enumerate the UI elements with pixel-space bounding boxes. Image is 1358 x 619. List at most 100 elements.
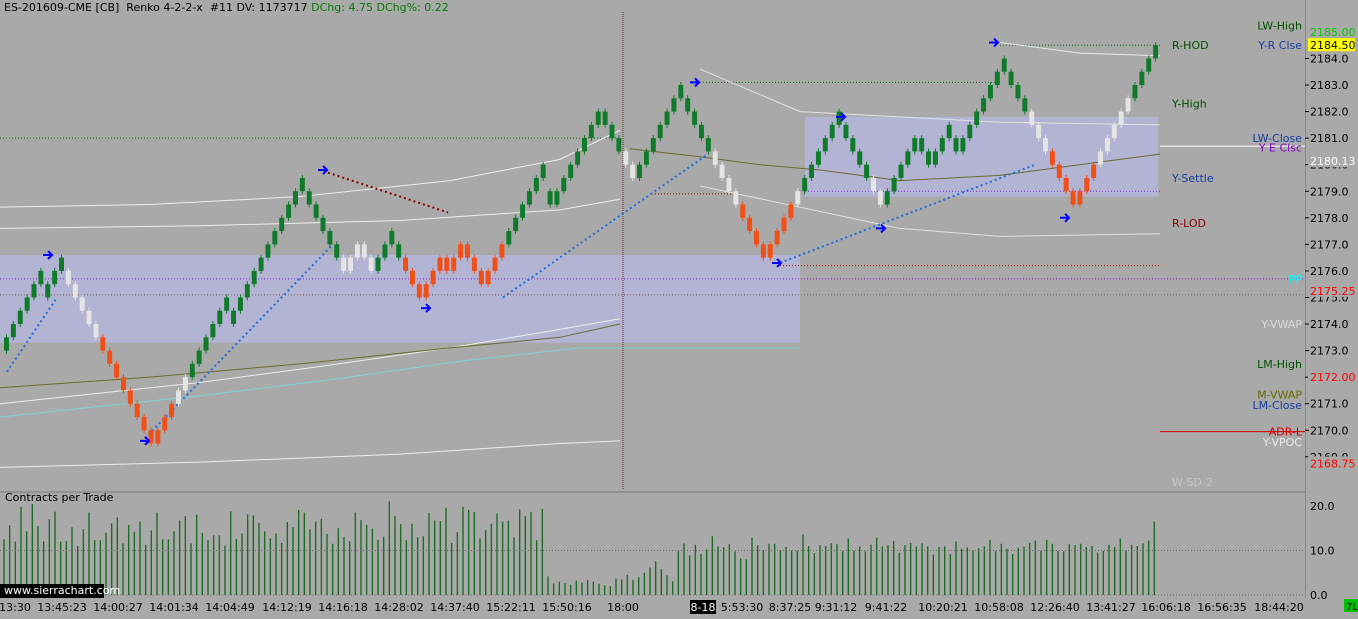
renko-brick <box>1118 111 1124 125</box>
volume-tick-label: 20.0 <box>1310 500 1335 513</box>
renko-brick <box>919 138 925 152</box>
renko-brick <box>430 270 436 285</box>
price-axis-layer: 2184.02183.02182.02181.02180.02179.02178… <box>1305 24 1358 613</box>
renko-brick <box>114 363 120 378</box>
dv-label: DV: <box>236 1 256 14</box>
renko-brick <box>368 257 374 271</box>
renko-brick <box>348 257 354 271</box>
renko-brick <box>52 270 58 285</box>
renko-brick <box>134 403 140 417</box>
renko-brick <box>45 284 51 298</box>
trendline <box>779 163 1036 264</box>
renko-brick <box>244 284 250 298</box>
time-label: 10:20:21 <box>918 601 967 614</box>
time-label: 15:22:11 <box>486 601 535 614</box>
renko-brick <box>974 111 980 125</box>
time-label: 9:41:22 <box>865 601 907 614</box>
renko-brick <box>692 111 698 125</box>
pivot-arrow <box>43 250 54 260</box>
renko-brick <box>616 138 622 152</box>
renko-brick <box>423 284 429 298</box>
renko-brick <box>774 231 780 245</box>
renko-brick <box>148 430 154 444</box>
time-label: 14:12:19 <box>262 601 311 614</box>
time-label: 10:58:08 <box>974 601 1023 614</box>
renko-brick <box>994 71 1000 86</box>
price-tick-label: 2174.0 <box>1310 318 1349 331</box>
renko-brick <box>623 151 629 165</box>
renko-brick <box>533 177 539 192</box>
renko-brick <box>526 191 532 205</box>
level-label: Y-R Clse <box>1257 39 1302 52</box>
time-label: 5:53:30 <box>721 601 763 614</box>
indicator-lines-layer <box>0 12 1305 490</box>
renko-brick <box>540 164 546 178</box>
volume-tick-label: 0.0 <box>1310 589 1328 602</box>
renko-brick <box>829 124 835 139</box>
renko-brick <box>169 403 175 417</box>
time-label: 18:00 <box>607 601 639 614</box>
renko-brick <box>31 284 37 298</box>
renko-brick <box>767 244 773 258</box>
renko-brick <box>905 151 911 165</box>
renko-brick <box>1132 85 1138 99</box>
dchg-label: DChg: 4.75 <box>311 1 373 14</box>
renko-brick <box>912 138 918 152</box>
band-line <box>999 42 1161 57</box>
price-tick-label: 2171.0 <box>1310 398 1349 411</box>
price-tick-label: 2179.0 <box>1310 185 1349 198</box>
renko-brick <box>946 124 952 139</box>
band-line <box>0 318 621 405</box>
time-label: 15:50:16 <box>542 601 591 614</box>
renko-brick <box>162 416 168 431</box>
vwap-line <box>0 347 800 418</box>
renko-brick <box>272 231 278 245</box>
time-label: 13:45:23 <box>37 601 86 614</box>
time-label: 14:04:49 <box>205 601 254 614</box>
pivot-arrow <box>876 223 887 234</box>
renko-brick <box>416 284 422 298</box>
level-label: Y E Clsc <box>1258 141 1302 154</box>
renko-brick <box>857 151 863 165</box>
renko-brick <box>409 270 415 285</box>
time-label: 16:06:18 <box>1141 601 1190 614</box>
renko-brick <box>595 111 601 125</box>
pivot-arrow <box>836 112 847 122</box>
renko-brick <box>327 231 333 245</box>
dv-value: 1173717 <box>258 1 308 14</box>
pivot-arrow <box>772 258 783 268</box>
chart-number-label: #11 <box>209 1 234 14</box>
renko-brick <box>182 377 188 391</box>
level-label: Y-VWAP <box>1260 318 1302 331</box>
price-tick-label: 2170.0 <box>1310 424 1349 437</box>
time-axis-background <box>0 598 1358 615</box>
renko-brick <box>898 164 904 178</box>
renko-brick <box>850 138 856 152</box>
renko-brick <box>822 138 828 152</box>
volume-subpane-title: Contracts per Trade <box>5 491 114 504</box>
renko-brick <box>86 310 92 325</box>
price-badge-label: 2168.75 <box>1310 457 1356 470</box>
renko-brick <box>237 297 243 311</box>
band-line <box>0 198 621 229</box>
bar-type-label: Renko 4-2-2-x <box>126 1 203 14</box>
renko-brick <box>685 98 691 112</box>
volume-last-label: 7L <box>1346 602 1358 613</box>
renko-brick <box>981 98 987 112</box>
renko-brick <box>1043 138 1048 152</box>
renko-brick <box>403 257 409 271</box>
time-label: 13:30 <box>0 601 31 614</box>
renko-brick <box>293 191 298 205</box>
pivot-arrow <box>989 37 1000 48</box>
renko-brick <box>926 151 932 165</box>
level-label: PP <box>1289 273 1303 286</box>
sierrachart-logo[interactable]: www.sierrachart.com <box>0 584 120 598</box>
renko-brick <box>1077 191 1083 205</box>
level-label: LW-Close <box>1253 132 1303 145</box>
time-label: 14:16:18 <box>318 601 367 614</box>
renko-brick <box>299 177 305 192</box>
renko-brick <box>960 138 966 152</box>
renko-brick <box>120 377 126 391</box>
renko-brick <box>1098 151 1104 165</box>
